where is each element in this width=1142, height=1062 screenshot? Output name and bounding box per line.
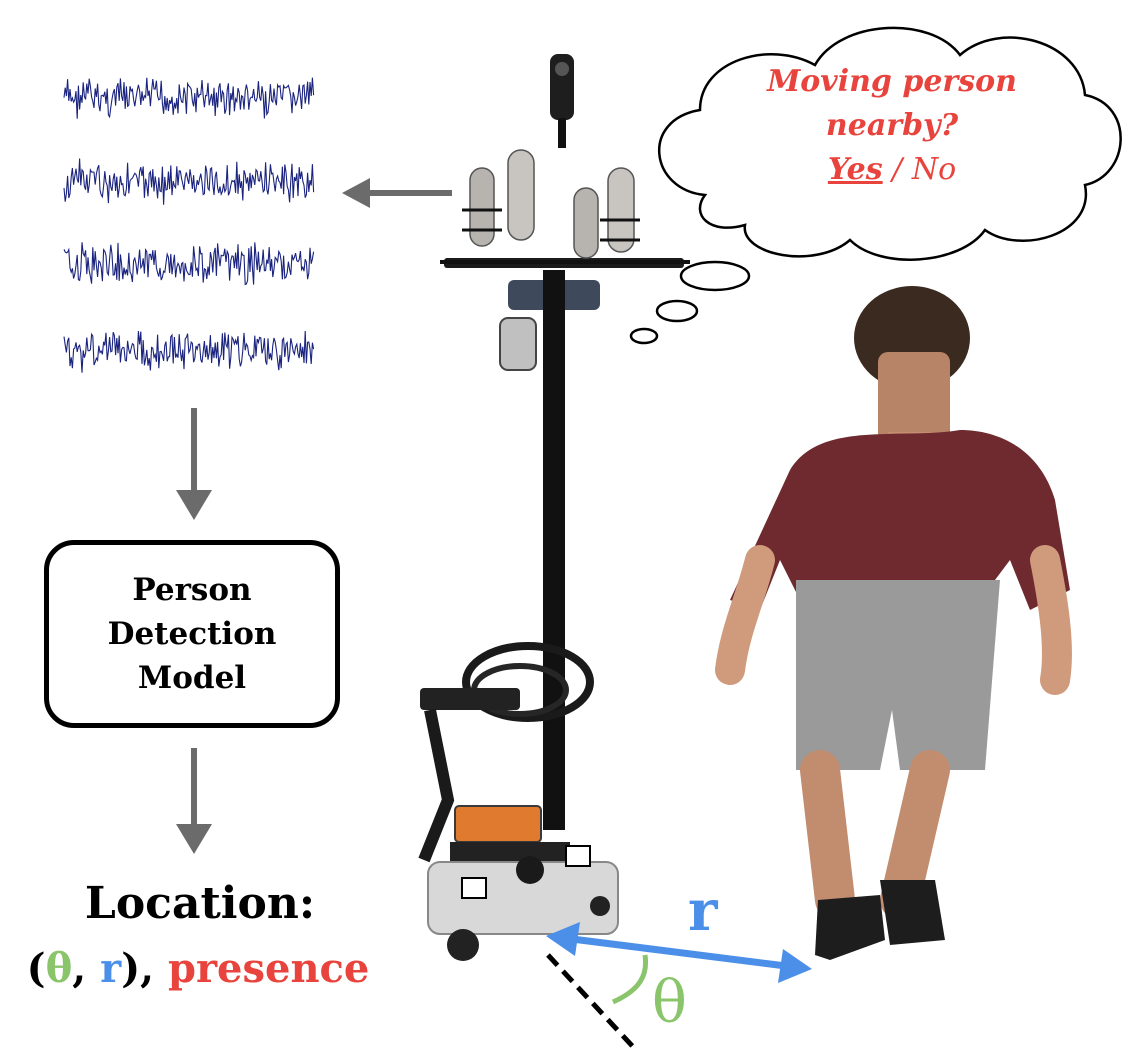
thought-line-1: Moving person [767, 64, 1017, 99]
thought-answer: Yes / No [692, 148, 1092, 192]
theta-label: θ [652, 968, 687, 1036]
model-line-1: Person [132, 572, 252, 608]
mic-to-signal-arrow [342, 178, 452, 208]
thought-cloud [629, 26, 1122, 345]
signal-waveform-1 [63, 77, 315, 119]
paren-close: ), [121, 945, 168, 992]
model-to-location-arrow [176, 748, 212, 854]
thought-text: Moving person nearby? Yes / No [692, 60, 1092, 192]
distance-arrow [546, 922, 812, 983]
answer-no: No [911, 152, 957, 187]
theta-arc [611, 954, 649, 1005]
microphone-signals [63, 77, 315, 373]
location-title: Location: [84, 878, 316, 929]
r-output: r [100, 945, 122, 992]
person [715, 286, 1072, 960]
signal-waveform-4 [63, 330, 315, 373]
person-detection-model-box: Person Detection Model [44, 540, 340, 728]
comma-sep: , [72, 945, 101, 992]
theta-output: θ [45, 945, 73, 992]
r-label: r [688, 878, 718, 944]
thought-line-2: nearby? [825, 108, 959, 143]
paren-open: ( [26, 945, 46, 992]
presence-output: presence [167, 945, 370, 992]
location-output: (θ, r), presence [8, 945, 388, 992]
model-line-2: Detection [107, 616, 277, 652]
answer-slash: / [882, 152, 912, 187]
signal-waveform-2 [63, 158, 315, 205]
model-line-3: Model [137, 660, 247, 696]
robot [418, 54, 690, 961]
signal-to-model-arrow [176, 408, 212, 520]
signal-waveform-3 [63, 242, 315, 286]
reference-direction-line [546, 953, 638, 1052]
answer-yes: Yes [827, 152, 883, 187]
microphone-array [440, 149, 690, 264]
